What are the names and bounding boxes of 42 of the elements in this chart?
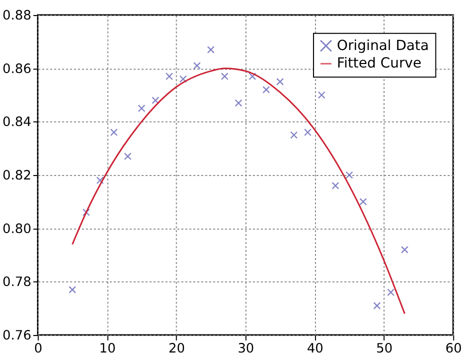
point — [318, 91, 326, 99]
legend-label: Original Data — [336, 38, 429, 54]
point — [346, 171, 354, 179]
x-tick-label: 10 — [99, 341, 116, 356]
point — [373, 302, 381, 310]
x-tick-label: 40 — [306, 341, 324, 356]
x-tick-label: 60 — [445, 341, 462, 356]
y-tick-label: 0.86 — [2, 62, 32, 77]
point — [124, 152, 132, 160]
point — [193, 62, 201, 70]
point — [110, 128, 118, 136]
point — [220, 72, 228, 80]
y-tick-label: 0.84 — [2, 115, 32, 130]
point — [290, 131, 298, 139]
y-tick-label: 0.82 — [2, 168, 32, 184]
line-series — [72, 68, 406, 314]
x-tick-label: 20 — [168, 341, 185, 356]
point — [82, 208, 90, 216]
x-tick-label: 30 — [238, 341, 254, 356]
point — [400, 246, 408, 254]
point — [359, 198, 367, 206]
x-tick-label: 0 — [34, 341, 42, 356]
y-tick-label: 0.76 — [2, 328, 32, 344]
point — [387, 288, 395, 296]
y-tick-label: 0.80 — [2, 222, 32, 237]
legend-label: Fitted Curve — [336, 56, 422, 72]
point — [166, 72, 174, 80]
point — [96, 176, 104, 184]
y-tick-label: 0.78 — [2, 275, 32, 290]
point — [234, 99, 242, 107]
point — [68, 286, 76, 294]
y-tick-label: 0.88 — [2, 8, 32, 24]
point — [207, 46, 215, 54]
point — [276, 78, 284, 86]
point — [152, 96, 160, 104]
point — [138, 104, 146, 112]
point — [248, 72, 256, 80]
point — [262, 86, 270, 94]
point — [332, 182, 340, 190]
point — [304, 128, 312, 136]
point — [179, 75, 187, 83]
x-tick-label: 50 — [376, 341, 393, 356]
